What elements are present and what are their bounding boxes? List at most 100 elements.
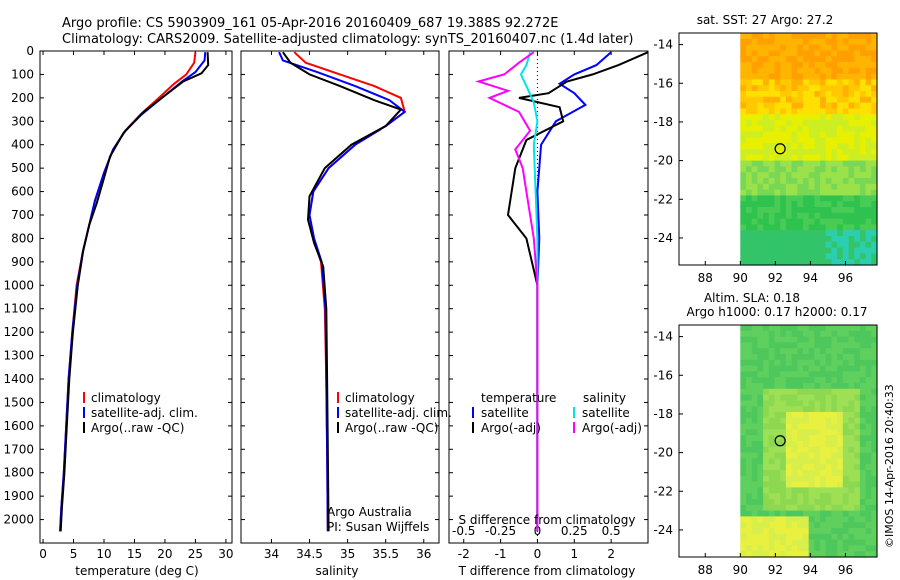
map-cell: [785, 452, 793, 459]
map-cell: [797, 253, 804, 260]
y-tick-label: 700: [11, 208, 34, 222]
map-cell: [763, 336, 770, 343]
map-cell: [854, 230, 861, 237]
map-cell: [808, 446, 815, 454]
map-cell: [763, 330, 770, 338]
map-cell: [774, 458, 781, 465]
map-cell: [768, 371, 776, 378]
map-cell: [825, 412, 832, 419]
map-cell: [865, 143, 872, 150]
map-cell: [871, 166, 878, 173]
map-cell: [740, 50, 747, 57]
map-cell: [871, 394, 878, 401]
map-cell: [774, 551, 781, 558]
x-tick-label: 1: [570, 547, 578, 561]
map-cell: [859, 330, 867, 338]
map-cell: [763, 44, 770, 51]
map-cell: [803, 330, 810, 338]
x-tick-label: 96: [838, 563, 853, 577]
map-cell: [803, 412, 810, 419]
map-cell: [791, 470, 798, 477]
map-cell: [842, 400, 850, 407]
map-cell: [803, 394, 810, 401]
map-cell: [808, 218, 815, 225]
map-cell: [842, 102, 850, 109]
map-cell: [797, 91, 804, 98]
map-cell: [814, 183, 821, 191]
map-cell: [768, 62, 776, 69]
map-cell: [837, 253, 844, 260]
map-cell: [837, 388, 844, 396]
map-cell: [831, 429, 838, 436]
map-cell: [854, 201, 861, 208]
map-cell: [803, 354, 810, 361]
map-cell: [825, 400, 832, 407]
map-cell: [859, 435, 867, 442]
s-tick-label: 0.25: [561, 524, 588, 538]
map-cell: [757, 551, 764, 558]
map-cell: [825, 125, 832, 133]
map-cell: [808, 224, 815, 231]
y-tick-label: 400: [11, 138, 34, 152]
map-cell: [825, 371, 832, 378]
map-cell: [780, 96, 787, 104]
map-cell: [871, 236, 878, 243]
map-cell: [803, 325, 810, 332]
legend-swatch-climatology: [337, 392, 339, 403]
map-cell: [803, 143, 810, 150]
map-cell: [791, 195, 798, 202]
map-cell: [803, 108, 810, 115]
map-cell: [831, 510, 838, 517]
map-cell: [859, 510, 867, 517]
map-cell: [808, 207, 815, 214]
map-cell: [740, 528, 747, 535]
map-cell: [803, 429, 810, 436]
map-cell: [871, 377, 878, 384]
map-cell: [751, 96, 758, 104]
map-cell: [791, 533, 798, 541]
map-cell: [854, 131, 861, 138]
map-cell: [814, 131, 821, 138]
map-cell: [871, 120, 878, 127]
map-cell: [808, 528, 815, 535]
map-cell: [740, 470, 747, 477]
map-cell: [859, 493, 867, 500]
map-cell: [768, 417, 776, 425]
map-cell: [768, 336, 776, 343]
map-cell: [740, 33, 747, 40]
map-cell: [751, 79, 758, 86]
map-cell: [848, 545, 855, 552]
map-cell: [797, 412, 804, 419]
map-cell: [768, 189, 776, 196]
map-cell: [842, 73, 850, 80]
map-cell: [842, 533, 850, 541]
map-cell: [751, 114, 758, 121]
map-cell: [848, 539, 855, 546]
map-cell: [763, 56, 770, 63]
map-cell: [774, 108, 781, 115]
map-cell: [785, 510, 793, 517]
map-cell: [831, 394, 838, 401]
map-cell: [751, 137, 758, 144]
map-cell: [831, 504, 838, 512]
map-cell: [831, 85, 838, 92]
map-cell: [746, 551, 753, 558]
map-cell: [768, 120, 776, 127]
map-cell: [848, 79, 855, 86]
map-cell: [763, 533, 770, 541]
map-cell: [837, 342, 844, 349]
map-cell: [814, 342, 821, 349]
map-cell: [780, 388, 787, 396]
map-cell: [854, 91, 861, 98]
map-cell: [825, 423, 832, 430]
map-cell: [808, 412, 815, 419]
y-tick-label: -24: [653, 231, 673, 245]
map-cell: [871, 435, 878, 442]
map-cell: [825, 475, 832, 483]
map-cell: [871, 96, 878, 104]
map-cell: [751, 359, 758, 367]
map-cell: [837, 429, 844, 436]
map-cell: [763, 487, 770, 494]
map-cell: [842, 371, 850, 378]
map-cell: [808, 212, 815, 220]
